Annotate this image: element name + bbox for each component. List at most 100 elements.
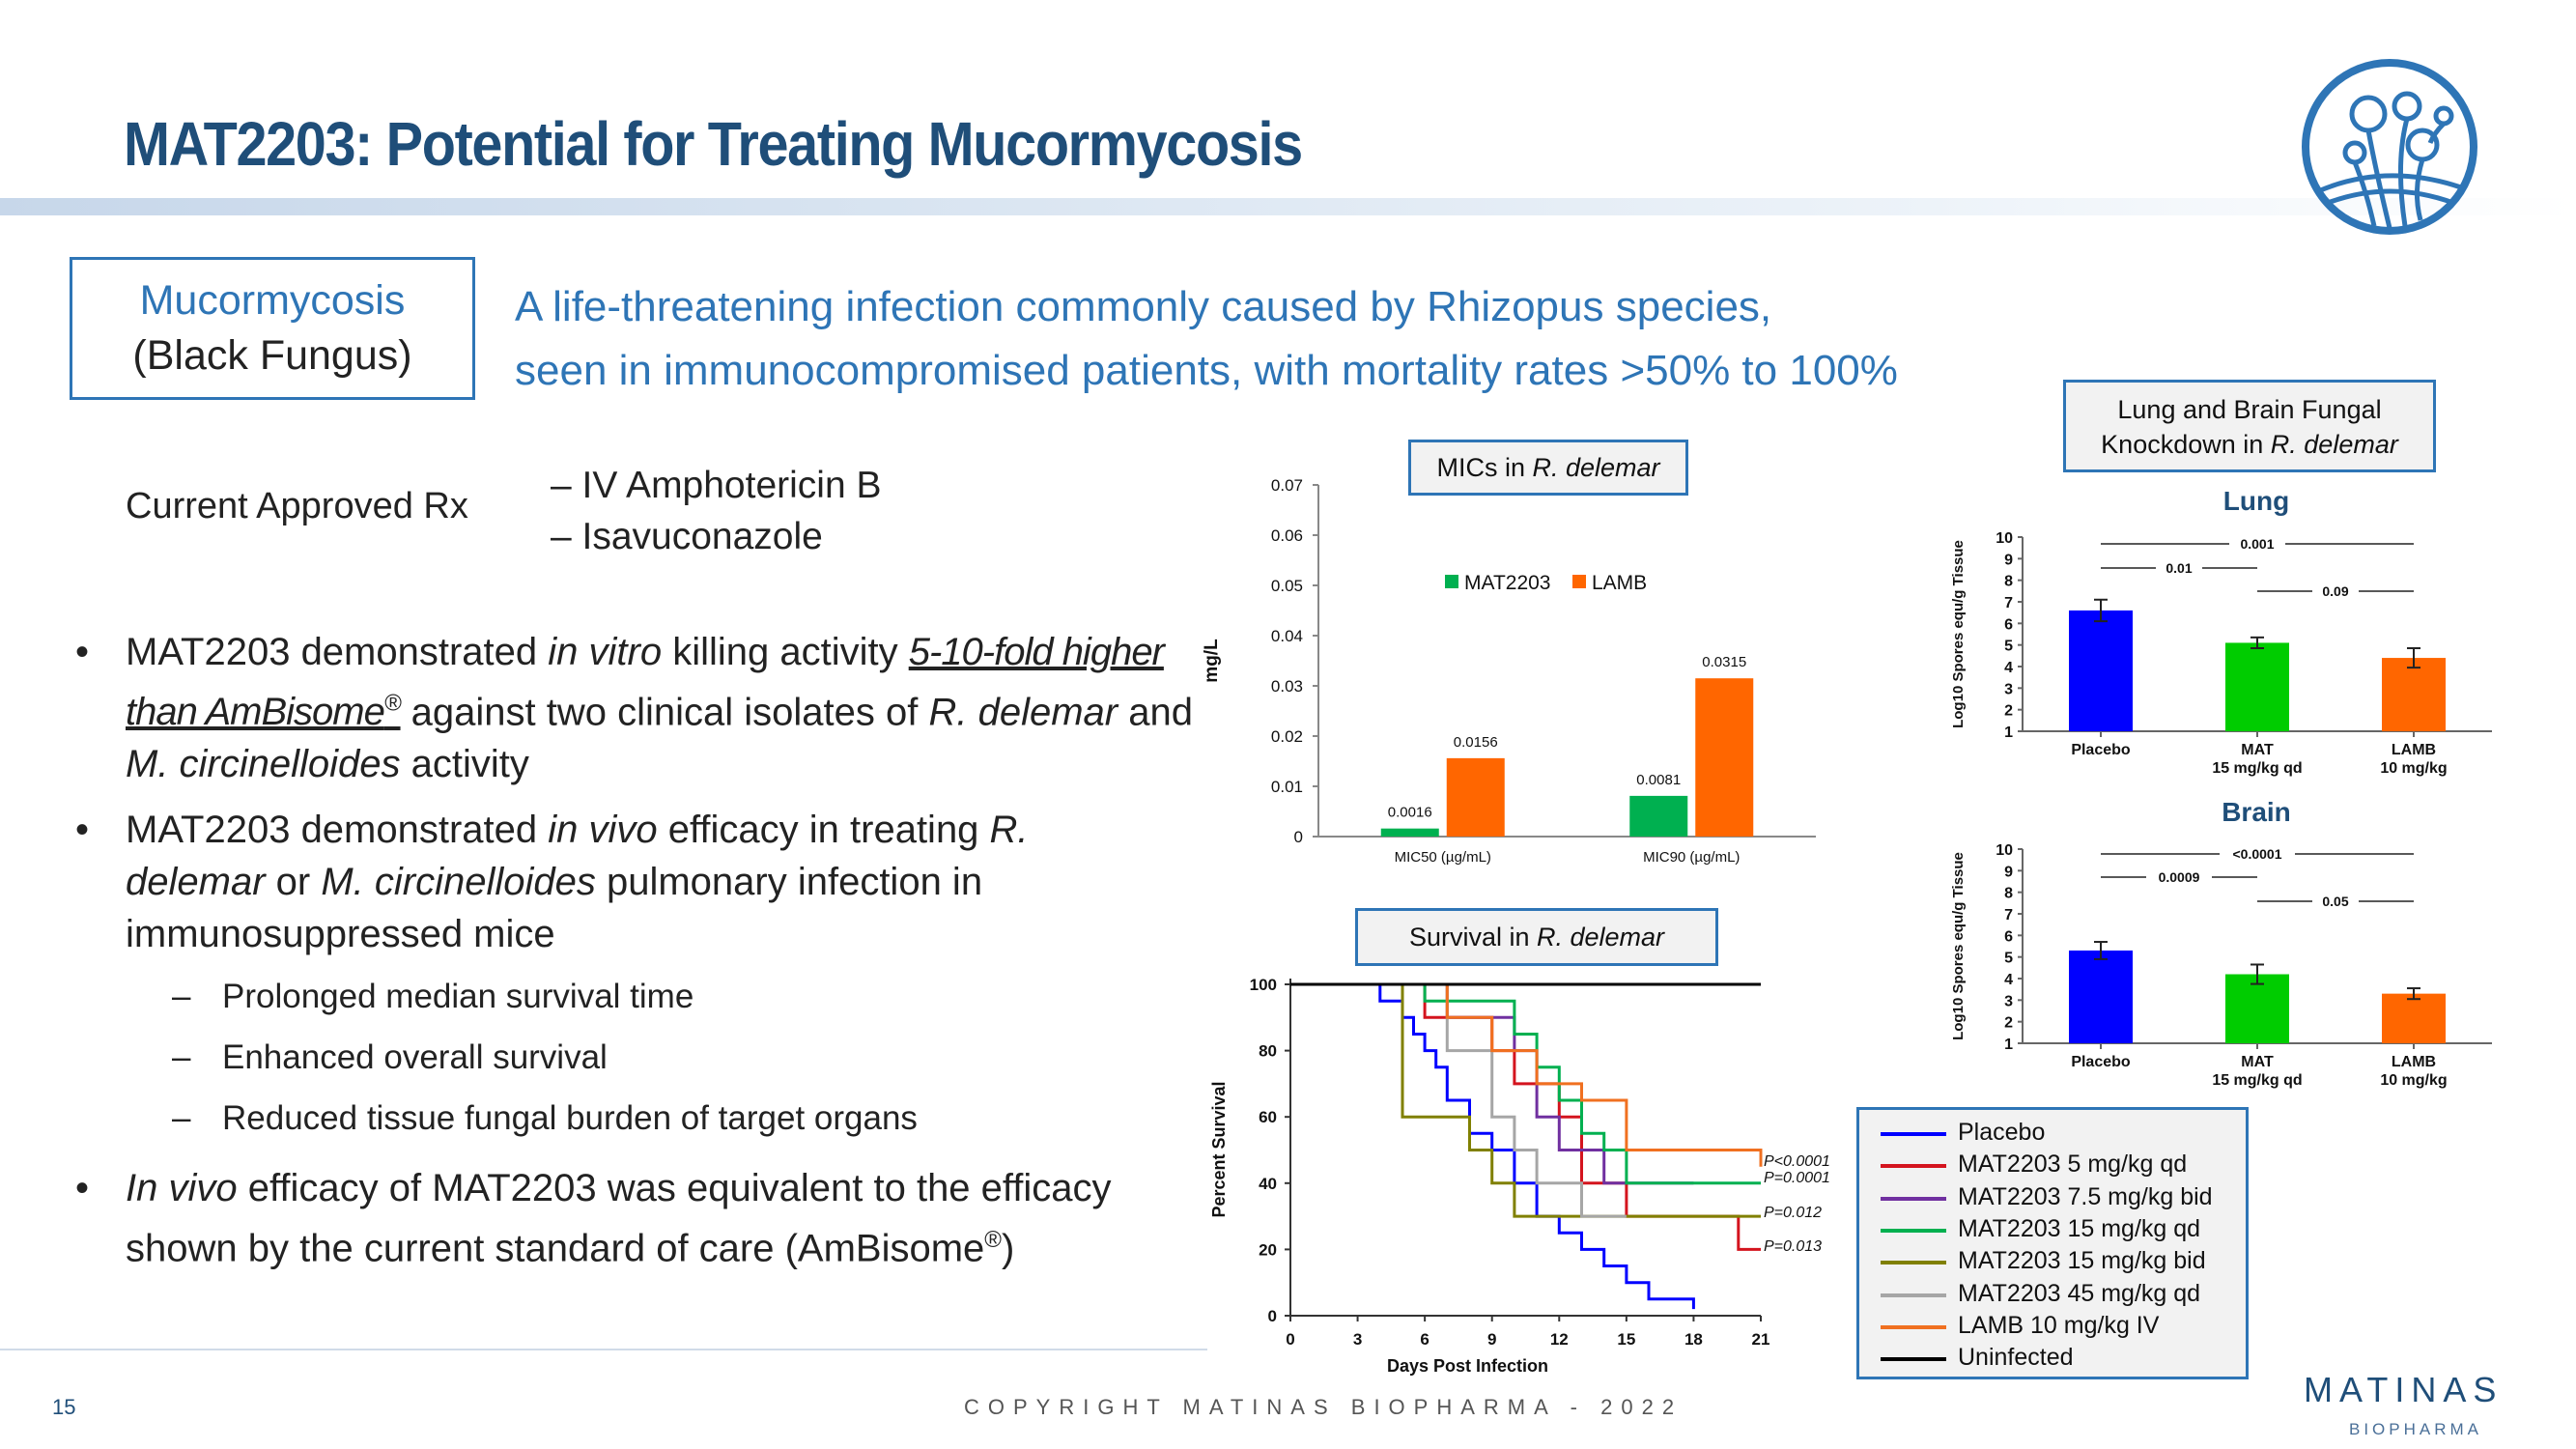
copyright-text: COPYRIGHT MATINAS BIOPHARMA - 2022 bbox=[964, 1395, 1684, 1419]
mic-x-tick-label: MIC50 (µg/mL) bbox=[1395, 849, 1491, 866]
mic-y-tick-label: 0.02 bbox=[1271, 727, 1303, 746]
knockdown-bar bbox=[2069, 950, 2133, 1043]
knockdown-y-tick-label: 9 bbox=[2004, 552, 2013, 568]
survival-curve bbox=[1290, 982, 1761, 1218]
mic-bar bbox=[1380, 828, 1439, 837]
sub-bullet: – Prolonged median survival time bbox=[172, 978, 694, 1015]
mic-y-axis-label: mg/L bbox=[1202, 639, 1222, 683]
legend-label: MAT2203 15 mg/kg bid bbox=[1958, 1247, 2206, 1275]
legend-line-swatch bbox=[1881, 1324, 1946, 1329]
bullet-dot: • bbox=[75, 809, 90, 851]
page-title: MAT2203: Potential for Treating Mucormyc… bbox=[124, 109, 1303, 179]
knockdown-bar bbox=[2382, 658, 2446, 731]
knockdown-x-tick-label: LAMB bbox=[2392, 742, 2436, 758]
title-underline bbox=[0, 198, 2576, 215]
mic-y-tick-label: 0.05 bbox=[1271, 577, 1303, 595]
mic-data-label: 0.0315 bbox=[1702, 654, 1746, 670]
legend-label: MAT2203 7.5 mg/kg bid bbox=[1958, 1182, 2213, 1210]
knockdown-x-tick-sublabel: 10 mg/kg bbox=[2380, 760, 2447, 777]
survival-curve bbox=[1290, 982, 1627, 1218]
mic-y-tick-label: 0.07 bbox=[1271, 476, 1303, 495]
legend-label: MAT2203 5 mg/kg qd bbox=[1958, 1151, 2188, 1179]
legend-label: Placebo bbox=[1958, 1119, 2046, 1146]
legend-item: MAT2203 5 mg/kg qd bbox=[1881, 1151, 2188, 1179]
page-number: 15 bbox=[52, 1395, 76, 1419]
legend-line-swatch bbox=[1881, 1132, 1946, 1136]
mic-y-tick-label: 0.04 bbox=[1271, 627, 1303, 645]
survival-x-tick-label: 6 bbox=[1420, 1330, 1429, 1349]
term-name: Mucormycosis bbox=[139, 277, 406, 324]
mic-chart-title: MICs in R. delemar bbox=[1408, 440, 1688, 496]
survival-y-tick-label: 100 bbox=[1250, 976, 1277, 994]
mic-legend-label: LAMB bbox=[1592, 572, 1647, 594]
legend-label: LAMB 10 mg/kg IV bbox=[1958, 1311, 2160, 1339]
footer-divider bbox=[0, 1349, 1207, 1350]
knockdown-y-axis-label: Log10 Spores equ/g Tissue bbox=[1950, 852, 1967, 1040]
legend-label: MAT2203 15 mg/kg qd bbox=[1958, 1214, 2201, 1242]
legend-item: MAT2203 7.5 mg/kg bid bbox=[1881, 1182, 2213, 1211]
survival-curve bbox=[1290, 982, 1763, 1167]
bullet-in-vitro: • MAT2203 demonstrated in vitro killing a… bbox=[75, 626, 1207, 790]
knockdown-y-tick-label: 3 bbox=[2004, 681, 2013, 697]
survival-legend: Placebo MAT2203 5 mg/kg qd MAT2203 7.5 mg/… bbox=[1856, 1107, 2249, 1379]
knockdown-y-tick-label: 7 bbox=[2004, 595, 2013, 611]
knockdown-x-tick-sublabel: 15 mg/kg qd bbox=[2212, 1072, 2302, 1089]
fold-emphasis: 5-10-fold higher than AmBisome® bbox=[126, 631, 1165, 734]
knockdown-x-tick-label: Placebo bbox=[2071, 742, 2131, 758]
survival-p-value: P=0.013 bbox=[1764, 1238, 1822, 1255]
survival-y-tick-label: 80 bbox=[1259, 1042, 1277, 1061]
definition-term-box: Mucormycosis (Black Fungus) bbox=[70, 257, 475, 400]
survival-y-tick-label: 0 bbox=[1268, 1307, 1277, 1325]
bullet-equivalence: • In vivo efficacy of MAT2203 was equival… bbox=[75, 1162, 1207, 1274]
legend-line-swatch bbox=[1881, 1164, 1946, 1169]
knockdown-y-tick-label: 8 bbox=[2004, 886, 2013, 902]
brand-subtitle: BIOPHARMA bbox=[2349, 1420, 2483, 1438]
legend-line-swatch bbox=[1881, 1261, 1946, 1265]
knockdown-chart-title: Lung and Brain Fungal Knockdown in R. de… bbox=[2063, 380, 2436, 472]
knockdown-y-tick-label: 5 bbox=[2004, 639, 2013, 655]
knockdown-y-tick-label: 10 bbox=[1996, 842, 2013, 859]
knockdown-y-tick-label: 5 bbox=[2004, 951, 2013, 967]
approved-rx-item: – IV Amphotericin B bbox=[551, 465, 882, 506]
sub-bullet: – Enhanced overall survival bbox=[172, 1038, 608, 1076]
knockdown-y-tick-label: 7 bbox=[2004, 907, 2013, 923]
survival-y-tick-label: 40 bbox=[1259, 1175, 1277, 1193]
survival-x-tick-label: 3 bbox=[1353, 1330, 1362, 1349]
legend-item: MAT2203 15 mg/kg bid bbox=[1881, 1247, 2206, 1275]
mic-bar bbox=[1446, 757, 1505, 837]
legend-label: MAT2203 45 mg/kg qd bbox=[1958, 1279, 2201, 1307]
survival-x-tick-label: 12 bbox=[1550, 1330, 1569, 1349]
knockdown-p-value: 0.0009 bbox=[2159, 869, 2200, 885]
knockdown-y-axis-label: Log10 Spores equ/g Tissue bbox=[1950, 540, 1967, 728]
mic-y-tick-label: 0.01 bbox=[1271, 778, 1303, 796]
knockdown-p-value: 0.09 bbox=[2322, 583, 2348, 599]
knockdown-y-tick-label: 4 bbox=[2004, 660, 2013, 676]
mic-legend-label: MAT2203 bbox=[1464, 572, 1551, 594]
knockdown-y-tick-label: 6 bbox=[2004, 616, 2013, 633]
legend-line-swatch bbox=[1881, 1357, 1946, 1362]
legend-item: LAMB 10 mg/kg IV bbox=[1881, 1311, 2160, 1340]
approved-rx-item: – Isavuconazole bbox=[551, 516, 823, 557]
survival-p-value: P=0.0001 bbox=[1764, 1170, 1830, 1186]
survival-p-value: P=0.012 bbox=[1764, 1205, 1822, 1221]
mic-bar bbox=[1629, 795, 1688, 837]
legend-line-swatch bbox=[1881, 1196, 1946, 1201]
knockdown-y-tick-label: 6 bbox=[2004, 928, 2013, 945]
legend-item: Uninfected bbox=[1881, 1344, 2074, 1372]
survival-curve bbox=[1290, 982, 1761, 1251]
survival-y-tick-label: 20 bbox=[1259, 1240, 1277, 1259]
survival-chart-title: Survival in R. delemar bbox=[1355, 908, 1718, 966]
knockdown-p-value: <0.0001 bbox=[2233, 846, 2282, 862]
mic-data-label: 0.0081 bbox=[1636, 772, 1681, 788]
bullet-dot: • bbox=[75, 1167, 90, 1209]
legend-item: MAT2203 15 mg/kg qd bbox=[1881, 1214, 2201, 1243]
matinas-logo-icon bbox=[2302, 59, 2477, 235]
bullet-dot: • bbox=[75, 631, 90, 673]
knockdown-x-tick-sublabel: 15 mg/kg qd bbox=[2212, 760, 2302, 777]
knockdown-panel-title: Brain bbox=[2222, 797, 2291, 827]
mic-y-tick-label: 0 bbox=[1294, 828, 1303, 846]
knockdown-y-tick-label: 2 bbox=[2004, 703, 2013, 720]
knockdown-x-tick-label: MAT bbox=[2241, 1054, 2274, 1070]
mic-legend-swatch bbox=[1445, 575, 1458, 588]
